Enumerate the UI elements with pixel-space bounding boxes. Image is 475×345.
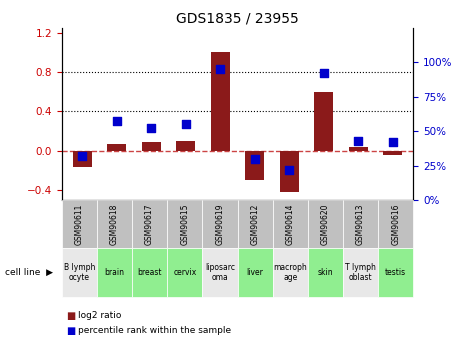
Bar — [107, 144, 126, 151]
Text: ■: ■ — [66, 326, 76, 335]
Bar — [383, 151, 402, 155]
Text: macroph
age: macroph age — [273, 263, 307, 282]
Text: GSM90615: GSM90615 — [180, 203, 189, 245]
Text: liposarc
oma: liposarc oma — [205, 263, 235, 282]
Bar — [238, 200, 273, 248]
Point — [251, 156, 258, 161]
Bar — [343, 200, 378, 248]
Bar — [314, 92, 333, 151]
Bar — [62, 200, 97, 248]
Text: GSM90613: GSM90613 — [356, 203, 365, 245]
Bar — [202, 248, 238, 297]
Bar — [308, 248, 343, 297]
Text: T lymph
oblast: T lymph oblast — [345, 263, 376, 282]
Text: GSM90617: GSM90617 — [145, 203, 154, 245]
Bar — [211, 52, 230, 151]
Text: cervix: cervix — [173, 268, 196, 277]
Text: GSM90614: GSM90614 — [286, 203, 294, 245]
Bar — [273, 248, 308, 297]
Point — [217, 66, 224, 72]
Point — [148, 126, 155, 131]
Text: GSM90619: GSM90619 — [216, 203, 224, 245]
Bar — [132, 248, 167, 297]
Bar — [97, 248, 132, 297]
Point — [79, 153, 86, 159]
Bar — [349, 147, 368, 151]
Bar — [378, 200, 413, 248]
Bar — [308, 200, 343, 248]
Text: GSM90616: GSM90616 — [391, 203, 400, 245]
Bar — [97, 200, 132, 248]
Point — [285, 167, 293, 172]
Point — [354, 138, 362, 144]
Bar — [132, 200, 167, 248]
Bar — [343, 248, 378, 297]
Bar — [176, 141, 195, 151]
Bar — [273, 200, 308, 248]
Point — [320, 70, 327, 76]
Bar — [245, 151, 264, 180]
Point — [113, 119, 121, 124]
Bar — [280, 151, 299, 192]
Text: percentile rank within the sample: percentile rank within the sample — [78, 326, 231, 335]
Text: breast: breast — [137, 268, 162, 277]
Bar — [238, 248, 273, 297]
Text: GSM90618: GSM90618 — [110, 203, 119, 245]
Bar — [62, 248, 97, 297]
Text: B lymph
ocyte: B lymph ocyte — [64, 263, 95, 282]
Bar — [167, 200, 202, 248]
Title: GDS1835 / 23955: GDS1835 / 23955 — [176, 11, 299, 25]
Bar — [202, 200, 238, 248]
Text: brain: brain — [104, 268, 124, 277]
Text: log2 ratio: log2 ratio — [78, 311, 122, 320]
Point — [389, 139, 396, 145]
Text: liver: liver — [247, 268, 264, 277]
Bar — [378, 248, 413, 297]
Text: skin: skin — [318, 268, 333, 277]
Text: testis: testis — [385, 268, 406, 277]
Bar — [167, 248, 202, 297]
Text: GSM90611: GSM90611 — [75, 203, 84, 245]
Text: GSM90612: GSM90612 — [251, 203, 259, 245]
Text: ■: ■ — [66, 311, 76, 321]
Bar — [73, 151, 92, 167]
Text: cell line  ▶: cell line ▶ — [5, 268, 53, 277]
Bar — [142, 142, 161, 151]
Point — [182, 121, 190, 127]
Text: GSM90620: GSM90620 — [321, 203, 330, 245]
